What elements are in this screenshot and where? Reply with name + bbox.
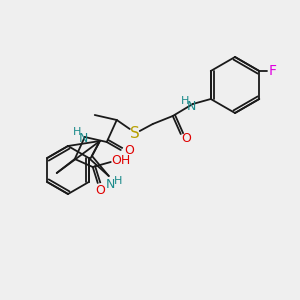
Text: N: N — [106, 178, 116, 191]
Text: OH: OH — [111, 154, 130, 166]
Text: H: H — [73, 127, 81, 137]
Text: H: H — [181, 96, 189, 106]
Text: O: O — [181, 133, 191, 146]
Text: N: N — [187, 100, 196, 113]
Text: S: S — [130, 127, 140, 142]
Text: O: O — [95, 184, 105, 196]
Text: O: O — [124, 143, 134, 157]
Text: F: F — [268, 64, 276, 78]
Text: H: H — [114, 176, 122, 186]
Text: N: N — [79, 131, 88, 145]
